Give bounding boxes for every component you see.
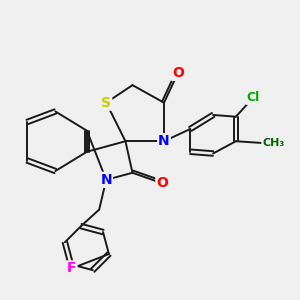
Text: F: F xyxy=(67,261,76,275)
Text: S: S xyxy=(101,96,111,110)
Text: CH₃: CH₃ xyxy=(262,138,284,148)
Text: O: O xyxy=(156,176,168,190)
Text: N: N xyxy=(158,134,170,148)
Text: Cl: Cl xyxy=(247,91,260,104)
Text: N: N xyxy=(100,173,112,187)
Text: O: O xyxy=(172,66,184,80)
